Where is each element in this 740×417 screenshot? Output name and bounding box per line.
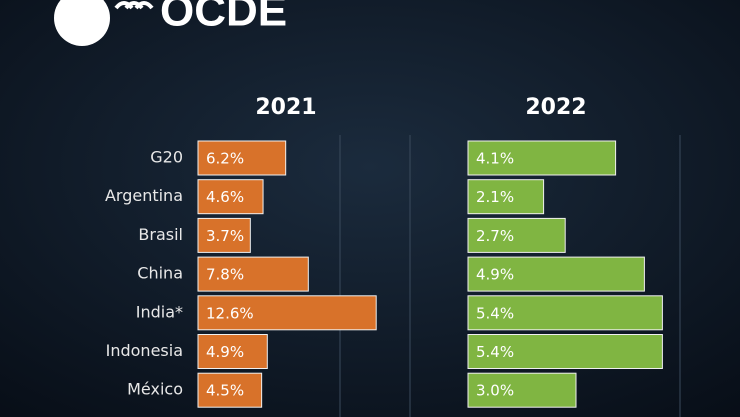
logo-globe	[54, 0, 110, 46]
bar	[197, 217, 251, 253]
category-label: Brasil	[138, 225, 183, 244]
value-label: 4.9%	[206, 343, 244, 361]
value-label: 3.0%	[476, 382, 514, 400]
value-label: 6.2%	[206, 150, 244, 168]
value-label: 4.1%	[476, 150, 514, 168]
category-label: Argentina	[105, 186, 183, 205]
value-label: 7.8%	[206, 266, 244, 284]
bar	[197, 334, 268, 369]
panel-title: 2021	[255, 95, 316, 120]
value-label: 3.7%	[206, 227, 244, 245]
bar	[197, 140, 287, 176]
bar	[197, 295, 377, 331]
value-label: 4.5%	[206, 382, 244, 400]
bar	[467, 179, 545, 215]
bar	[467, 295, 663, 331]
bar	[467, 256, 645, 292]
category-label: G20	[150, 148, 183, 167]
bar	[467, 140, 617, 176]
category-label: México	[127, 380, 183, 399]
value-label: 2.7%	[476, 227, 514, 245]
bar	[197, 256, 309, 292]
value-label: 4.9%	[476, 266, 514, 284]
value-label: 5.4%	[476, 304, 514, 322]
panel-title: 2022	[525, 95, 586, 120]
value-label: 12.6%	[206, 304, 254, 322]
bar	[197, 179, 264, 215]
category-label: China	[137, 264, 183, 283]
logo-mark	[114, 1, 154, 10]
bar	[467, 334, 663, 369]
value-label: 4.6%	[206, 188, 244, 206]
value-label: 5.4%	[476, 343, 514, 361]
logo-text: OCDE	[160, 0, 287, 36]
bar	[467, 372, 577, 408]
value-label: 2.1%	[476, 188, 514, 206]
category-label: Indonesia	[106, 341, 183, 360]
category-label: India*	[136, 302, 183, 321]
bar	[467, 217, 566, 253]
bar	[197, 372, 263, 408]
